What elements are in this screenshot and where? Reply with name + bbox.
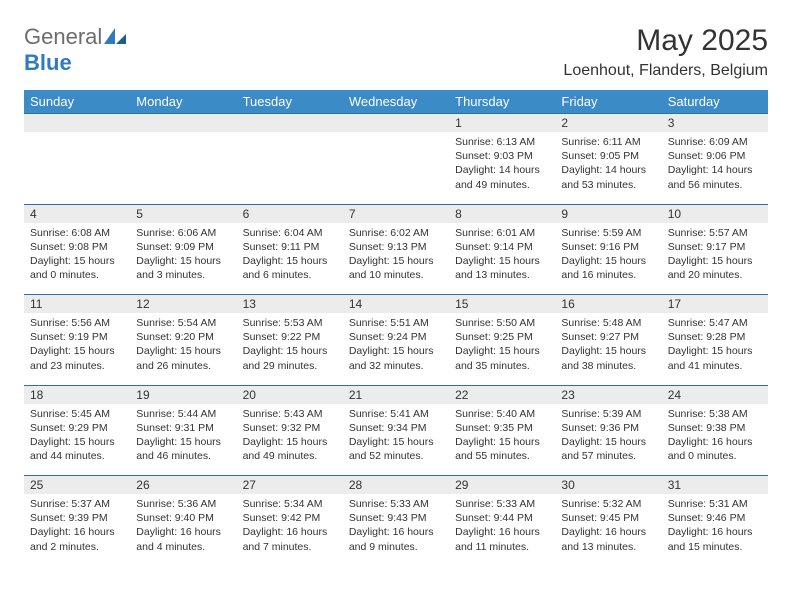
day-number-cell: 11 bbox=[24, 295, 130, 314]
daynum-row: 123 bbox=[24, 114, 768, 133]
day-content-cell bbox=[237, 132, 343, 204]
day-content-cell bbox=[343, 132, 449, 204]
daynum-row: 18192021222324 bbox=[24, 385, 768, 404]
day-content-cell bbox=[130, 132, 236, 204]
day-number-cell: 20 bbox=[237, 385, 343, 404]
day-header: Friday bbox=[555, 90, 661, 114]
day-number-cell: 31 bbox=[662, 476, 768, 495]
day-content-cell bbox=[24, 132, 130, 204]
day-content-cell: Sunrise: 6:11 AMSunset: 9:05 PMDaylight:… bbox=[555, 132, 661, 204]
day-content-cell: Sunrise: 5:48 AMSunset: 9:27 PMDaylight:… bbox=[555, 313, 661, 385]
day-content-cell: Sunrise: 6:06 AMSunset: 9:09 PMDaylight:… bbox=[130, 223, 236, 295]
day-number-cell: 2 bbox=[555, 114, 661, 133]
day-content-cell: Sunrise: 5:36 AMSunset: 9:40 PMDaylight:… bbox=[130, 494, 236, 566]
logo-blue: Blue bbox=[24, 50, 72, 75]
day-number-cell: 6 bbox=[237, 204, 343, 223]
day-number-cell: 3 bbox=[662, 114, 768, 133]
day-content-cell: Sunrise: 5:44 AMSunset: 9:31 PMDaylight:… bbox=[130, 404, 236, 476]
day-content-cell: Sunrise: 5:33 AMSunset: 9:44 PMDaylight:… bbox=[449, 494, 555, 566]
day-number-cell: 17 bbox=[662, 295, 768, 314]
day-content-cell: Sunrise: 5:41 AMSunset: 9:34 PMDaylight:… bbox=[343, 404, 449, 476]
calendar-table: SundayMondayTuesdayWednesdayThursdayFrid… bbox=[24, 90, 768, 566]
daynum-row: 11121314151617 bbox=[24, 295, 768, 314]
day-number-cell bbox=[24, 114, 130, 133]
day-header-row: SundayMondayTuesdayWednesdayThursdayFrid… bbox=[24, 90, 768, 114]
day-number-cell: 25 bbox=[24, 476, 130, 495]
day-content-cell: Sunrise: 5:39 AMSunset: 9:36 PMDaylight:… bbox=[555, 404, 661, 476]
day-number-cell: 29 bbox=[449, 476, 555, 495]
logo: GeneralBlue bbox=[24, 24, 126, 76]
day-number-cell: 23 bbox=[555, 385, 661, 404]
day-number-cell: 30 bbox=[555, 476, 661, 495]
day-number-cell: 26 bbox=[130, 476, 236, 495]
day-number-cell: 14 bbox=[343, 295, 449, 314]
day-number-cell bbox=[237, 114, 343, 133]
header: GeneralBlue May 2025 Loenhout, Flanders,… bbox=[24, 24, 768, 80]
content-row: Sunrise: 5:37 AMSunset: 9:39 PMDaylight:… bbox=[24, 494, 768, 566]
day-number-cell: 1 bbox=[449, 114, 555, 133]
day-content-cell: Sunrise: 5:33 AMSunset: 9:43 PMDaylight:… bbox=[343, 494, 449, 566]
day-number-cell: 7 bbox=[343, 204, 449, 223]
day-number-cell: 27 bbox=[237, 476, 343, 495]
daynum-row: 45678910 bbox=[24, 204, 768, 223]
logo-text: GeneralBlue bbox=[24, 24, 126, 76]
day-number-cell: 16 bbox=[555, 295, 661, 314]
day-content-cell: Sunrise: 6:01 AMSunset: 9:14 PMDaylight:… bbox=[449, 223, 555, 295]
day-content-cell: Sunrise: 5:31 AMSunset: 9:46 PMDaylight:… bbox=[662, 494, 768, 566]
day-content-cell: Sunrise: 5:56 AMSunset: 9:19 PMDaylight:… bbox=[24, 313, 130, 385]
day-content-cell: Sunrise: 5:32 AMSunset: 9:45 PMDaylight:… bbox=[555, 494, 661, 566]
day-content-cell: Sunrise: 5:54 AMSunset: 9:20 PMDaylight:… bbox=[130, 313, 236, 385]
day-header: Saturday bbox=[662, 90, 768, 114]
day-number-cell: 24 bbox=[662, 385, 768, 404]
day-header: Sunday bbox=[24, 90, 130, 114]
day-header: Thursday bbox=[449, 90, 555, 114]
day-content-cell: Sunrise: 6:09 AMSunset: 9:06 PMDaylight:… bbox=[662, 132, 768, 204]
day-content-cell: Sunrise: 5:50 AMSunset: 9:25 PMDaylight:… bbox=[449, 313, 555, 385]
day-number-cell: 21 bbox=[343, 385, 449, 404]
day-content-cell: Sunrise: 5:51 AMSunset: 9:24 PMDaylight:… bbox=[343, 313, 449, 385]
day-content-cell: Sunrise: 5:37 AMSunset: 9:39 PMDaylight:… bbox=[24, 494, 130, 566]
day-content-cell: Sunrise: 5:45 AMSunset: 9:29 PMDaylight:… bbox=[24, 404, 130, 476]
day-number-cell: 12 bbox=[130, 295, 236, 314]
day-number-cell: 22 bbox=[449, 385, 555, 404]
daynum-row: 25262728293031 bbox=[24, 476, 768, 495]
day-header: Monday bbox=[130, 90, 236, 114]
day-content-cell: Sunrise: 5:47 AMSunset: 9:28 PMDaylight:… bbox=[662, 313, 768, 385]
day-number-cell: 9 bbox=[555, 204, 661, 223]
day-content-cell: Sunrise: 5:43 AMSunset: 9:32 PMDaylight:… bbox=[237, 404, 343, 476]
content-row: Sunrise: 5:56 AMSunset: 9:19 PMDaylight:… bbox=[24, 313, 768, 385]
day-content-cell: Sunrise: 5:38 AMSunset: 9:38 PMDaylight:… bbox=[662, 404, 768, 476]
logo-sail-icon bbox=[104, 24, 126, 50]
day-number-cell: 8 bbox=[449, 204, 555, 223]
day-header: Tuesday bbox=[237, 90, 343, 114]
content-row: Sunrise: 6:08 AMSunset: 9:08 PMDaylight:… bbox=[24, 223, 768, 295]
day-number-cell: 4 bbox=[24, 204, 130, 223]
day-number-cell: 19 bbox=[130, 385, 236, 404]
day-header: Wednesday bbox=[343, 90, 449, 114]
month-title: May 2025 bbox=[563, 24, 768, 58]
day-content-cell: Sunrise: 6:02 AMSunset: 9:13 PMDaylight:… bbox=[343, 223, 449, 295]
day-number-cell: 18 bbox=[24, 385, 130, 404]
content-row: Sunrise: 6:13 AMSunset: 9:03 PMDaylight:… bbox=[24, 132, 768, 204]
day-content-cell: Sunrise: 5:57 AMSunset: 9:17 PMDaylight:… bbox=[662, 223, 768, 295]
day-content-cell: Sunrise: 6:13 AMSunset: 9:03 PMDaylight:… bbox=[449, 132, 555, 204]
day-number-cell bbox=[130, 114, 236, 133]
day-content-cell: Sunrise: 5:59 AMSunset: 9:16 PMDaylight:… bbox=[555, 223, 661, 295]
day-number-cell: 13 bbox=[237, 295, 343, 314]
content-row: Sunrise: 5:45 AMSunset: 9:29 PMDaylight:… bbox=[24, 404, 768, 476]
day-number-cell: 10 bbox=[662, 204, 768, 223]
day-content-cell: Sunrise: 6:08 AMSunset: 9:08 PMDaylight:… bbox=[24, 223, 130, 295]
day-content-cell: Sunrise: 5:53 AMSunset: 9:22 PMDaylight:… bbox=[237, 313, 343, 385]
day-content-cell: Sunrise: 5:40 AMSunset: 9:35 PMDaylight:… bbox=[449, 404, 555, 476]
day-number-cell: 28 bbox=[343, 476, 449, 495]
day-number-cell: 5 bbox=[130, 204, 236, 223]
day-content-cell: Sunrise: 5:34 AMSunset: 9:42 PMDaylight:… bbox=[237, 494, 343, 566]
day-content-cell: Sunrise: 6:04 AMSunset: 9:11 PMDaylight:… bbox=[237, 223, 343, 295]
location-label: Loenhout, Flanders, Belgium bbox=[563, 62, 768, 80]
logo-general: General bbox=[24, 24, 102, 49]
day-number-cell: 15 bbox=[449, 295, 555, 314]
day-number-cell bbox=[343, 114, 449, 133]
